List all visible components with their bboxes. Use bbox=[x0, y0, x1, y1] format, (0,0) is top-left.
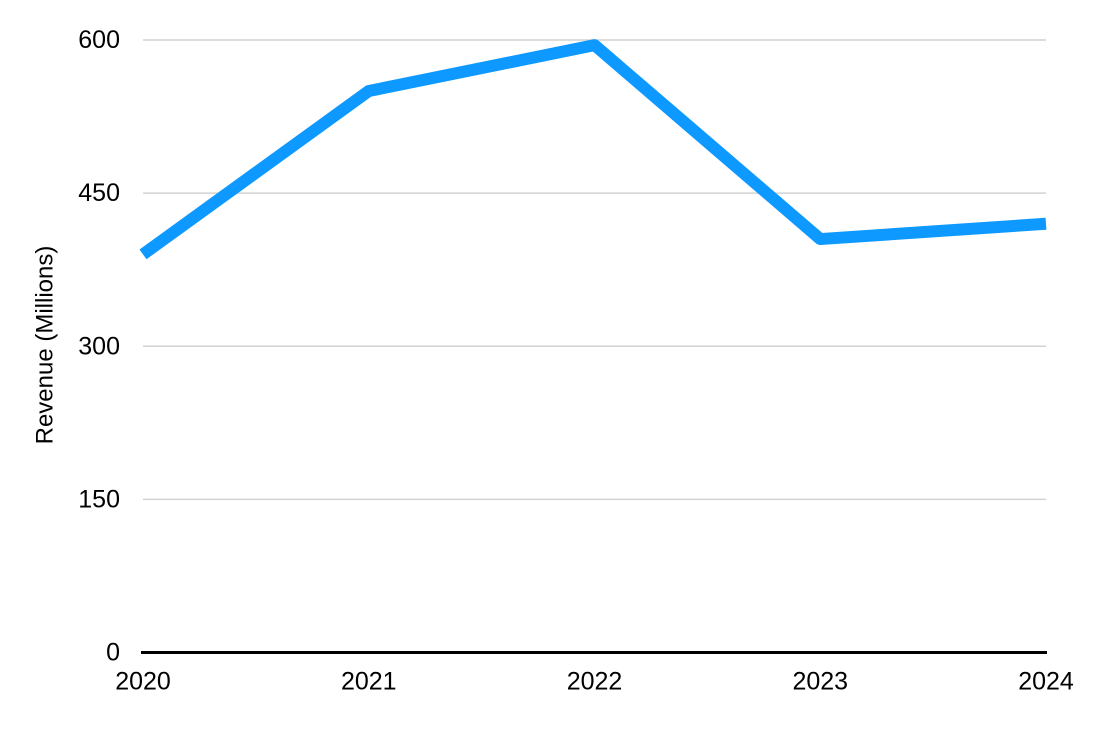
y-tick-label-0: 0 bbox=[106, 639, 120, 667]
y-tick-label-150: 150 bbox=[78, 485, 120, 513]
x-tick-label-2021: 2021 bbox=[341, 668, 397, 696]
gridlines bbox=[143, 39, 1046, 501]
x-tick-label-2020: 2020 bbox=[115, 668, 171, 696]
x-axis-tick-labels: 2020 2021 2022 2023 2024 bbox=[115, 668, 1074, 696]
x-tick-label-2024: 2024 bbox=[1018, 668, 1074, 696]
y-tick-label-450: 450 bbox=[78, 179, 120, 207]
x-tick-label-2022: 2022 bbox=[567, 668, 623, 696]
x-tick-label-2023: 2023 bbox=[792, 668, 848, 696]
y-axis-title: Revenue (Millions) bbox=[32, 246, 59, 445]
y-tick-label-600: 600 bbox=[78, 26, 120, 54]
revenue-series-line bbox=[139, 39, 1047, 260]
y-tick-label-300: 300 bbox=[78, 332, 120, 360]
y-axis-tick-labels: 0 150 300 450 600 bbox=[78, 26, 120, 667]
